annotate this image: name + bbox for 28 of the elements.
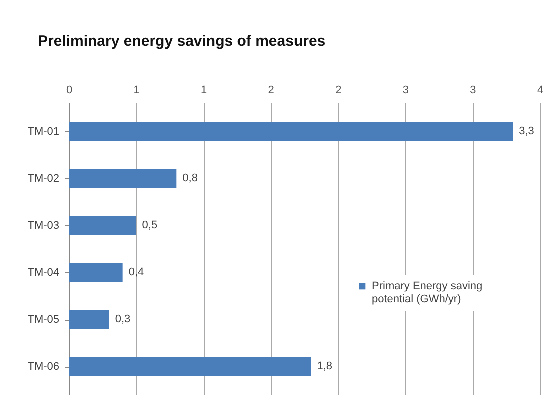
text: 0,4 [128,266,144,278]
bar [69,169,177,188]
x-tick-label: 3 [402,84,409,96]
x-tick-label: 1 [201,84,208,96]
text: 1,8 [317,360,333,372]
y-tick-label: TM-01 [28,126,60,138]
bar [69,122,514,141]
legend-label: Primary Energy saving potential (GWh/yr) [372,280,483,306]
x-tick-label: 2 [336,84,342,96]
x-tick-label: 1 [134,84,140,96]
x-tick-label: 4 [537,84,544,96]
bar [69,216,136,235]
text: 0,3 [115,314,131,326]
y-tick-label: TM-06 [28,361,60,373]
text: 0,8 [182,172,198,184]
bar [69,357,312,376]
x-tick-label: 0 [66,84,73,96]
bar [69,263,123,282]
text: 0,5 [142,220,158,232]
text: 3,3 [519,126,534,138]
y-tick-label: TM-02 [28,173,60,185]
bar [69,310,110,329]
y-tick-label: TM-05 [28,314,60,326]
chart-title: Preliminary energy savings of measures [38,33,326,50]
x-tick-label: 3 [470,84,476,96]
y-tick-label: TM-04 [28,267,60,279]
y-tick-label: TM-03 [28,220,60,232]
x-tick-label: 2 [268,84,274,96]
